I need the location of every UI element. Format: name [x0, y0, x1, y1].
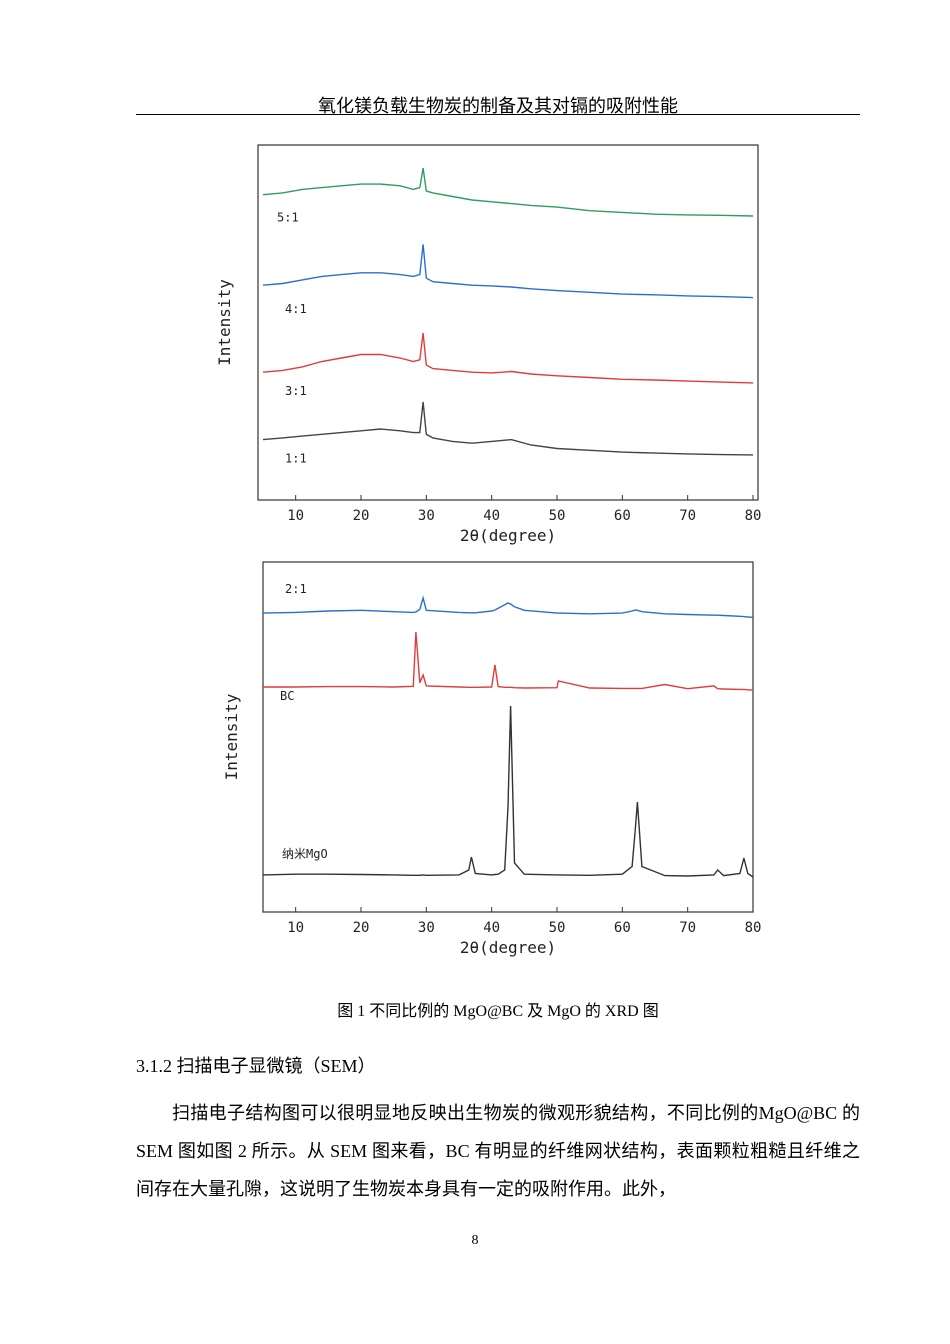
- x-tick-label: 30: [418, 920, 435, 936]
- series-label: 3:1: [285, 384, 307, 398]
- x-tick-label: 20: [353, 508, 370, 524]
- x-tick-label: 40: [483, 508, 500, 524]
- x-tick-label: 60: [614, 508, 631, 524]
- x-tick-label: 80: [745, 920, 762, 936]
- series-label: BC: [280, 689, 294, 703]
- series-label: 纳米MgO: [282, 847, 328, 861]
- plot-frame: [262, 561, 754, 913]
- series-line: [262, 333, 754, 384]
- x-tick-label: 30: [418, 508, 435, 524]
- figure-caption: 图 1 不同比例的 MgO@BC 及 MgO 的 XRD 图: [337, 1003, 659, 1020]
- figure: 10 20 30 40 50 60 70 80 2θ(degree) Intensity 5:1 4:…: [215, 144, 762, 957]
- x-axis-label: 2θ(degree): [460, 938, 556, 957]
- section-heading: 3.1.2 扫描电子显微镜（SEM）: [136, 1056, 376, 1076]
- x-tick-label: 20: [353, 920, 370, 936]
- header-rule: [136, 114, 860, 115]
- page-number: 8: [471, 1233, 479, 1248]
- y-axis-label: Intensity: [222, 693, 241, 780]
- series-line: [263, 631, 754, 691]
- series-line: [262, 167, 754, 217]
- plot-frame: [257, 144, 759, 501]
- series-label: 4:1: [285, 302, 307, 316]
- x-tick-label: 70: [679, 508, 696, 524]
- x-tick-label: 80: [745, 508, 762, 524]
- series-label: 1:1: [285, 452, 307, 466]
- series-label: 2:1: [285, 582, 307, 596]
- y-axis-label: Intensity: [215, 279, 234, 366]
- series-label: 5:1: [277, 211, 299, 225]
- x-tick-label: 10: [287, 920, 304, 936]
- series-line: [262, 595, 754, 618]
- running-header: 氧化镁负载生物炭的制备及其对镉的吸附性能: [318, 96, 678, 116]
- x-tick-label: 50: [549, 508, 566, 524]
- series-line: [262, 705, 754, 878]
- series-line: [262, 244, 754, 299]
- x-tick-label: 50: [549, 920, 566, 936]
- x-tick-label: 10: [287, 508, 304, 524]
- series-line: [262, 401, 754, 456]
- x-tick-label: 40: [483, 920, 500, 936]
- x-tick-label: 60: [614, 920, 631, 936]
- paragraph: 扫描电子结构图可以很明显地反映出生物炭的微观形貌结构，不同比例的MgO@BC 的…: [136, 1103, 860, 1199]
- x-tick-label: 70: [679, 920, 696, 936]
- x-axis-label: 2θ(degree): [460, 526, 556, 545]
